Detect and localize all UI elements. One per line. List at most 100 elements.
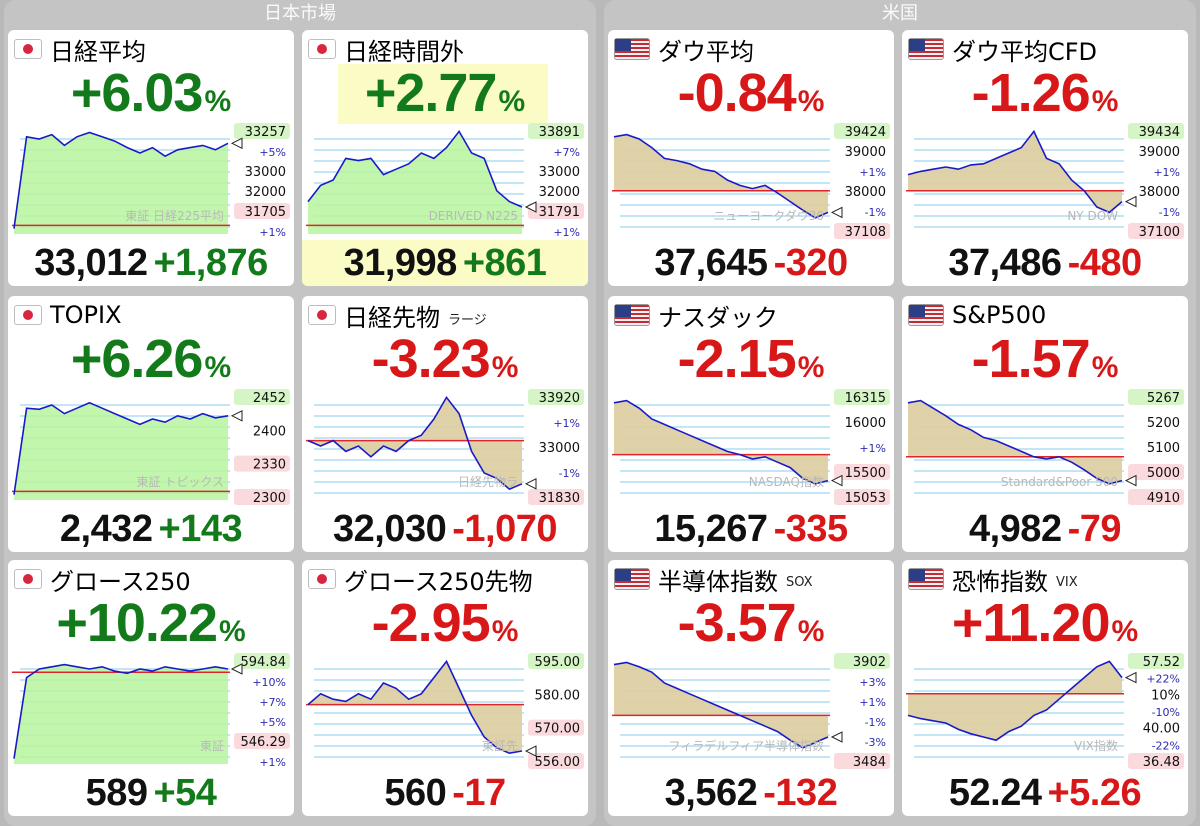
- loss-area: [908, 661, 1122, 741]
- index-subname: SOX: [786, 574, 813, 590]
- percent-unit: %: [1091, 85, 1119, 118]
- percent-change: -1.26%: [902, 64, 1188, 122]
- axis-tag: 32000: [245, 185, 286, 200]
- price-change: +143: [158, 508, 243, 550]
- price-tag-bg: [1128, 653, 1184, 669]
- axis-tag: 2300: [253, 491, 286, 506]
- price-tag-bg: [528, 753, 584, 769]
- current-price-pointer: [230, 663, 243, 675]
- percent-unit: %: [491, 615, 519, 648]
- percent-unit: %: [498, 85, 526, 118]
- axis-tag: +1%: [553, 417, 580, 430]
- market-card-sp500[interactable]: S&P500 -1.57% Standard&Poor 500 5267 5200 510…: [902, 296, 1188, 552]
- loss-area: [308, 397, 522, 490]
- market-card-nikkei-futures[interactable]: 日経先物 ラージ -3.23% 日経先物ラ 33920 +1% 33000 -1% 31830 3…: [302, 296, 588, 552]
- price-row: 52.24 +5.26: [902, 772, 1188, 816]
- intraday-chart[interactable]: Standard&Poor 500 5267 5200 5100 5000 4910: [906, 388, 1184, 506]
- card-title: 恐怖指数 VIX: [908, 562, 1078, 596]
- chart-watermark: フィラデルフィア半導体指数: [668, 738, 824, 753]
- market-card-growth250[interactable]: グロース250 +10.22% 東証 594.84 +10% +7% +5% 546.29 +1…: [8, 560, 294, 816]
- axis-tag: 5200: [1147, 416, 1180, 431]
- card-title: 半導体指数 SOX: [614, 562, 813, 596]
- axis-tag: 37108: [845, 225, 886, 240]
- chart-watermark: 東証: [200, 739, 224, 753]
- axis-tag: 2330: [253, 458, 286, 473]
- price-change: +54: [153, 772, 217, 814]
- price-tag-bg: [1128, 223, 1184, 239]
- intraday-chart[interactable]: 東証 トピックス 2452 2400 2330 2300: [12, 388, 290, 506]
- price-tag-bg: [528, 653, 584, 669]
- price-tag-bg: [834, 753, 890, 769]
- price-line: [907, 129, 1123, 214]
- percent-value: -3.57: [677, 593, 797, 653]
- chart-watermark: NASDAQ指数: [749, 474, 824, 489]
- percent-change: -3.23%: [302, 330, 588, 388]
- intraday-chart[interactable]: 東証 594.84 +10% +7% +5% 546.29 +1%: [12, 652, 290, 770]
- card-title: ナスダック: [614, 298, 778, 332]
- price-tag-bg: [834, 123, 890, 139]
- price-tag-bg: [234, 489, 290, 505]
- index-name: 日経時間外: [344, 37, 464, 66]
- index-name: S&P500: [952, 301, 1047, 329]
- card-title: ダウ平均: [614, 32, 754, 66]
- percent-change: +6.26%: [8, 330, 294, 388]
- price-area: [14, 132, 228, 234]
- price-line: [307, 659, 523, 755]
- price-row: 589 +54: [8, 772, 294, 816]
- axis-tag: 37100: [1139, 225, 1180, 240]
- price-change: -79: [1067, 508, 1122, 550]
- axis-tag: 5100: [1147, 441, 1180, 456]
- percent-change: -2.95%: [302, 594, 588, 652]
- axis-tag: 38000: [845, 185, 886, 200]
- chart-watermark: DERIVED N225: [429, 209, 518, 223]
- intraday-chart[interactable]: DERIVED N225 33891 +7% 33000 32000 31791 +1%: [306, 122, 584, 240]
- price-tag-bg: [234, 123, 290, 139]
- market-card-nikkei-afterhours[interactable]: 日経時間外 +2.77% DERIVED N225 33891 +7% 33000 3200…: [302, 30, 588, 286]
- card-title: TOPIX: [14, 298, 122, 332]
- price-row: 4,982 -79: [902, 508, 1188, 552]
- price-change: +861: [462, 242, 547, 284]
- axis-tag: +5%: [259, 146, 286, 159]
- percent-unit: %: [218, 615, 246, 648]
- axis-tag: +1%: [259, 756, 286, 769]
- percent-change: -0.84%: [608, 64, 894, 122]
- intraday-chart[interactable]: VIX指数 57.52 +22% 10% -10% 40.00 -22% 36.48: [906, 652, 1184, 770]
- market-card-growth250-futures[interactable]: グロース250先物 -2.95% 東証先 595.00 580.00 570.00 556.…: [302, 560, 588, 816]
- percent-value: -1.26: [971, 63, 1091, 123]
- loss-area: [308, 661, 522, 754]
- intraday-chart[interactable]: NASDAQ指数 16315 16000 +1% 15500 15053: [612, 388, 890, 506]
- market-card-topix[interactable]: TOPIX +6.26% 東証 トピックス 2452 2400 2330 2300 2,432…: [8, 296, 294, 552]
- intraday-chart[interactable]: 東証先 595.00 580.00 570.00 556.00: [306, 652, 584, 770]
- market-card-dow-cfd[interactable]: ダウ平均CFD -1.26% NY DOW 39434 39000 +1% 38000 -1%…: [902, 30, 1188, 286]
- intraday-chart[interactable]: 日経先物ラ 33920 +1% 33000 -1% 31830: [306, 388, 584, 506]
- intraday-chart[interactable]: 東証 日経225平均 33257 +5% 33000 32000 31705 +1%: [12, 122, 290, 240]
- market-card-nikkei[interactable]: 日経平均 +6.03% 東証 日経225平均 33257 +5% 33000 32000 31…: [8, 30, 294, 286]
- current-price-pointer: [830, 474, 843, 487]
- intraday-chart[interactable]: NY DOW 39434 39000 +1% 38000 -1% 37100: [906, 122, 1184, 240]
- intraday-chart[interactable]: フィラデルフィア半導体指数 3902 +3% +1% -1% -3% 3484: [612, 652, 890, 770]
- percent-unit: %: [491, 351, 519, 384]
- loss-area: [614, 662, 828, 748]
- axis-tag: 33891: [539, 125, 580, 140]
- axis-tag: 31830: [539, 491, 580, 506]
- market-card-nasdaq[interactable]: ナスダック -2.15% NASDAQ指数 16315 16000 +1% 15500 150…: [608, 296, 894, 552]
- current-price: 4,982: [968, 508, 1062, 550]
- percent-value: -1.57: [971, 329, 1091, 389]
- market-card-vix[interactable]: 恐怖指数 VIX +11.20% VIX指数 57.52 +22% 10% -10% 40.00…: [902, 560, 1188, 816]
- price-tag-bg: [834, 489, 890, 505]
- market-card-sox[interactable]: 半導体指数 SOX -3.57% フィラデルフィア半導体指数 3902 +3% +1% -1%…: [608, 560, 894, 816]
- axis-tag: 10%: [1151, 688, 1180, 703]
- chart-watermark: 東証先: [482, 739, 518, 753]
- axis-tag: +7%: [553, 146, 580, 159]
- percent-unit: %: [1111, 615, 1139, 648]
- chart-watermark: 東証 トピックス: [137, 475, 224, 489]
- price-area: [308, 131, 522, 234]
- us-flag-icon: [614, 38, 650, 60]
- percent-value: -2.95: [371, 593, 491, 653]
- market-card-dow[interactable]: ダウ平均 -0.84% ニューヨークダウ30 39424 39000 +1% 38000 -1…: [608, 30, 894, 286]
- price-line: [13, 663, 229, 759]
- intraday-chart[interactable]: ニューヨークダウ30 39424 39000 +1% 38000 -1% 37108: [612, 122, 890, 240]
- current-price: 560: [384, 772, 447, 814]
- price-line: [613, 661, 829, 749]
- price-tag-bg: [528, 203, 584, 219]
